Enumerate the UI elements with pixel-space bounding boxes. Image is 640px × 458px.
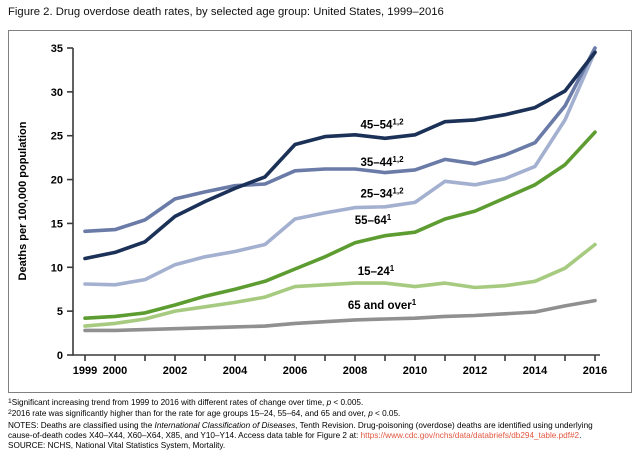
y-axis-title: Deaths per 100,000 population	[17, 121, 29, 280]
series-line-15-24	[83, 242, 597, 328]
footnote-text: 2016 rate was significantly higher than …	[11, 409, 369, 419]
axes	[72, 48, 600, 356]
y-tick-label: 10	[51, 262, 63, 274]
footnote-text: SOURCE: NCHS, National Vital Statistics …	[8, 441, 226, 451]
y-tick-label: 30	[51, 87, 63, 99]
y-tick-label: 15	[51, 218, 63, 230]
x-tick-label: 2006	[283, 365, 307, 377]
footnote-line: SOURCE: NCHS, National Vital Statistics …	[8, 441, 636, 451]
chart-canvas: 0 5 10 15 20 25 30 35 1999 2000 2002 2004 2006 2008 20…	[17, 43, 607, 377]
figure-title: Figure 2. Drug overdose death rates, by …	[8, 6, 444, 18]
data-table-link[interactable]: https://www.cdc.gov/nchs/data/databriefs…	[360, 430, 580, 440]
italic-text: p	[326, 398, 332, 407]
series-label-25-34: 25–341,2	[360, 187, 404, 201]
footnote-superscript: 1	[8, 398, 12, 405]
footnote-line: cause-of-death codes X40–X44, X60–X64, X…	[8, 431, 636, 441]
footnote-superscript: 2	[8, 409, 12, 417]
italic-text: p	[368, 409, 373, 419]
footnote-text: NOTES: Deaths are classified using the	[8, 420, 155, 430]
chart-frame: 0 5 10 15 20 25 30 35 1999 2000 2002 2004 2006 2008 20…	[8, 30, 632, 393]
italic-text: International Classification of Diseases	[154, 420, 296, 430]
line-chart: 0 5 10 15 20 25 30 35 1999 2000 2002 2004 2006 2008 20…	[9, 31, 631, 392]
footnote-text: .	[579, 430, 582, 440]
series-label-45-54: 45–541,2	[360, 117, 404, 131]
footnote-text: cause-of-death codes X40–X44, X60–X64, X…	[8, 430, 361, 440]
x-tick-label: 2000	[103, 365, 127, 377]
x-tick-label: 2008	[343, 365, 367, 377]
footnote-line: NOTES: Deaths are classified using the I…	[8, 421, 636, 431]
footnotes: 1Significant increasing trend from 1999 …	[8, 398, 636, 451]
y-tick-label: 35	[51, 43, 63, 55]
x-tick-label: 2012	[463, 365, 487, 377]
y-tick-label: 20	[51, 175, 63, 187]
series-label-35-44: 35–441,2	[360, 155, 404, 169]
y-tick-label: 0	[57, 350, 63, 362]
footnote-line: 1Significant increasing trend from 1999 …	[8, 398, 636, 409]
footnote-text: < 0.005.	[331, 398, 364, 407]
series-line-25-34	[83, 49, 597, 287]
x-tick-label: 2014	[523, 365, 548, 377]
x-tick-label: 1999	[73, 365, 97, 377]
footnote-line: 22016 rate was significantly higher than…	[8, 409, 636, 420]
footnote-text: , Tenth Revision. Drug-poisoning (overdo…	[295, 420, 593, 430]
series-label-65-and-over: 65 and over1	[348, 298, 417, 312]
series-line-55-64	[83, 130, 597, 321]
y-tick-label: 5	[57, 306, 63, 318]
series-line-45-54	[83, 50, 597, 261]
series-label-55-64: 55–641	[355, 213, 392, 227]
x-tick-label: 2010	[403, 365, 427, 377]
y-tick-label: 25	[51, 131, 63, 143]
footnote-text: Significant increasing trend from 1999 t…	[11, 398, 327, 407]
x-tick-label: 2002	[163, 365, 187, 377]
series-line-65-and-over	[83, 298, 597, 333]
series-label-15-24: 15–241	[358, 264, 395, 278]
series-line-35-44	[83, 46, 597, 234]
x-tick-label: 2004	[223, 365, 248, 377]
footnote-text: < 0.05.	[372, 409, 401, 419]
x-tick-label: 2016	[583, 365, 607, 377]
